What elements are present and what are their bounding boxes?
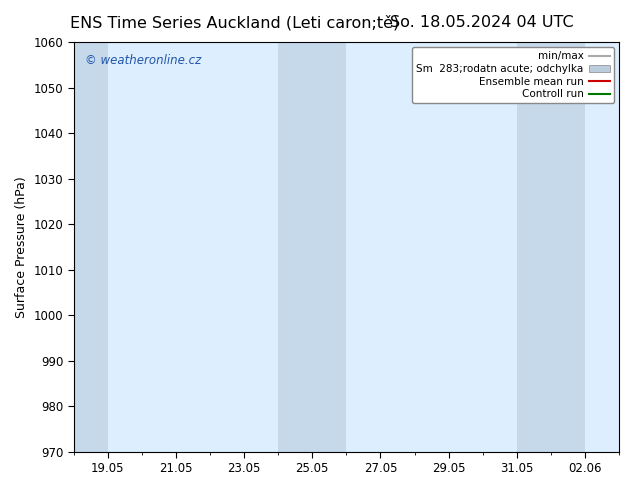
- Text: So. 18.05.2024 04 UTC: So. 18.05.2024 04 UTC: [390, 15, 574, 30]
- Bar: [482, 42, 517, 452]
- Bar: [313, 42, 346, 452]
- Bar: [244, 42, 278, 452]
- Bar: [176, 42, 210, 452]
- Bar: [74, 42, 108, 452]
- Bar: [551, 42, 585, 452]
- Bar: [142, 42, 176, 452]
- Text: © weatheronline.cz: © weatheronline.cz: [84, 54, 201, 67]
- Bar: [210, 42, 244, 452]
- Bar: [108, 42, 142, 452]
- Legend: min/max, Sm  283;rodatn acute; odchylka, Ensemble mean run, Controll run: min/max, Sm 283;rodatn acute; odchylka, …: [412, 47, 614, 103]
- Y-axis label: Surface Pressure (hPa): Surface Pressure (hPa): [15, 176, 28, 318]
- Bar: [585, 42, 619, 452]
- Bar: [380, 42, 415, 452]
- Bar: [517, 42, 551, 452]
- Bar: [415, 42, 449, 452]
- Bar: [449, 42, 482, 452]
- Text: ENS Time Series Auckland (Leti caron;tě): ENS Time Series Auckland (Leti caron;tě): [70, 15, 399, 30]
- Bar: [346, 42, 380, 452]
- Bar: [278, 42, 313, 452]
